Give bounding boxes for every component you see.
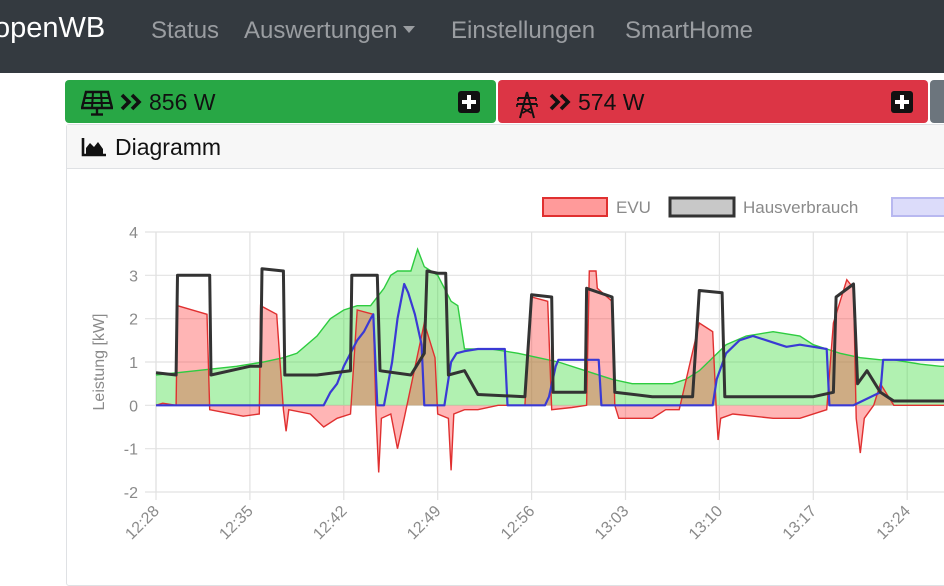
pv-power-value: 856 W bbox=[149, 89, 216, 115]
x-tick-label: 13:24 bbox=[874, 503, 914, 543]
y-tick-label: -2 bbox=[124, 485, 138, 502]
plus-square-icon[interactable] bbox=[458, 91, 480, 113]
nav-link-auswertungen[interactable]: Auswertungen bbox=[244, 17, 416, 45]
legend-swatch[interactable] bbox=[542, 197, 608, 217]
next-power-card bbox=[930, 80, 944, 123]
plus-square-icon[interactable] bbox=[891, 91, 913, 113]
legend-label[interactable]: Hausverbrauch bbox=[743, 198, 858, 217]
chart-card-title: Diagramm bbox=[115, 134, 222, 160]
x-tick-label: 12:28 bbox=[122, 503, 162, 543]
evu-power-value: 574 W bbox=[578, 89, 645, 115]
nav-link-auswertungen-label: Auswertungen bbox=[244, 17, 398, 44]
caret-down-icon bbox=[403, 26, 416, 34]
y-tick-label: -1 bbox=[124, 442, 138, 459]
double-chevron-right-icon bbox=[549, 93, 571, 111]
chart-card-header: Diagramm bbox=[67, 125, 944, 169]
legend-swatch[interactable] bbox=[668, 196, 736, 218]
evu-power-card: 574 W bbox=[498, 80, 928, 123]
pv-power-card: 856 W bbox=[65, 80, 496, 123]
x-tick-label: 13:10 bbox=[686, 503, 726, 543]
nav-link-smarthome[interactable]: SmartHome bbox=[625, 17, 754, 44]
x-tick-label: 12:56 bbox=[498, 503, 538, 543]
x-tick-label: 12:49 bbox=[404, 503, 444, 543]
y-tick-label: 2 bbox=[129, 312, 138, 329]
chart-lines bbox=[155, 247, 944, 473]
legend-swatch[interactable] bbox=[891, 197, 944, 217]
area-chart-icon bbox=[81, 138, 106, 157]
nav-link-status[interactable]: Status bbox=[151, 17, 220, 44]
y-tick-label: 3 bbox=[129, 268, 138, 285]
chart-grid bbox=[145, 231, 944, 500]
navbar-brand[interactable]: openWB bbox=[0, 12, 106, 44]
y-tick-label: 0 bbox=[129, 398, 138, 415]
nav-link-einstellungen[interactable]: Einstellungen bbox=[451, 17, 596, 44]
power-pylon-icon bbox=[516, 91, 538, 119]
double-chevron-right-icon bbox=[120, 93, 142, 111]
x-tick-label: 13:17 bbox=[780, 503, 820, 543]
navbar: openWB Status Auswertungen Einstellungen… bbox=[0, 0, 944, 73]
x-tick-label: 13:03 bbox=[592, 503, 632, 543]
y-tick-label: 4 bbox=[129, 225, 138, 242]
x-tick-label: 12:35 bbox=[216, 503, 256, 543]
solar-panel-icon bbox=[81, 90, 113, 116]
chart-legend: EVU Hausverbrauch bbox=[542, 196, 944, 218]
series-line-hausverbrauch bbox=[155, 267, 944, 403]
x-tick-label: 12:42 bbox=[310, 503, 350, 543]
y-axis-label: Leistung [kW] bbox=[91, 314, 108, 411]
legend-label[interactable]: EVU bbox=[616, 198, 651, 217]
y-tick-label: 1 bbox=[129, 355, 138, 372]
series-line-laden bbox=[156, 282, 944, 407]
